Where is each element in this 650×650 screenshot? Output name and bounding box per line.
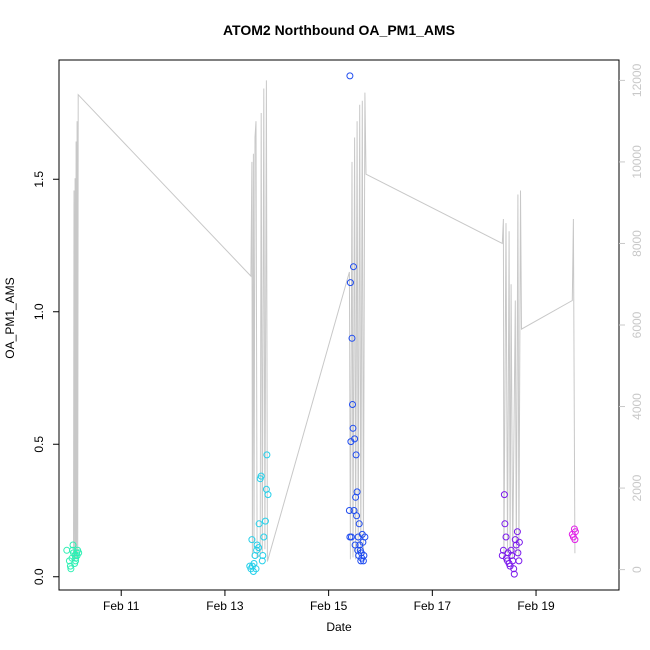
scatter-point: [257, 472, 265, 480]
scatter-point: [261, 517, 269, 525]
y2-tick-label: 4000: [630, 393, 644, 420]
scatter-point: [349, 401, 356, 408]
scatter-point: [258, 557, 266, 565]
scatter-point: [69, 541, 77, 549]
x-tick-label: Feb 19: [517, 599, 555, 613]
scatter-point: [263, 451, 271, 459]
scatter-point: [75, 549, 83, 557]
scatter-point: [515, 538, 523, 546]
scatter-point: [260, 533, 268, 541]
scatter-point: [259, 552, 267, 559]
scatter-point: [360, 552, 368, 559]
scatter-point: [507, 546, 515, 554]
scatter-point: [510, 565, 518, 573]
y2-tick-label: 2000: [630, 474, 644, 501]
scatter-point: [63, 546, 71, 554]
plot-frame: [58, 59, 620, 591]
y-tick-label: 1.0: [32, 303, 46, 320]
chart-title: ATOM2 Northbound OA_PM1_AMS: [223, 22, 455, 38]
scatter-point: [353, 488, 361, 496]
scatter-point: [345, 507, 353, 514]
scatter-point: [252, 565, 260, 573]
scatter-point: [346, 279, 354, 287]
y2-tick-label: 6000: [630, 311, 644, 338]
x-tick-label: Feb 13: [206, 599, 244, 613]
y2-tick-label: 0: [630, 566, 644, 573]
plot-layer: Feb 11 Feb 13 Feb 15 Feb 17 Feb 19 0.0 0.5 1.0 1…: [32, 59, 644, 613]
scatter-point: [349, 424, 357, 432]
x-axis-label: Date: [326, 620, 352, 634]
scatter-point: [346, 72, 354, 80]
y-tick-label: 1.5: [32, 171, 46, 188]
scatter-point: [510, 570, 518, 578]
scatter-point: [67, 565, 75, 573]
x-tick-label: Feb 17: [414, 599, 452, 613]
scatter-point: [502, 533, 510, 541]
scatter-point: [248, 536, 256, 544]
scatter-point: [255, 544, 263, 552]
scatter-point: [350, 263, 357, 271]
scatter-point: [571, 536, 579, 544]
scatter-point: [348, 334, 356, 342]
scatter-point: [351, 435, 359, 443]
x-tick-label: Feb 15: [310, 599, 348, 613]
scatter-point: [352, 451, 360, 459]
y-tick-label: 0.0: [32, 568, 46, 585]
scatter-point: [347, 533, 355, 541]
scatter-point: [514, 549, 522, 557]
scatter-point: [571, 528, 579, 536]
x-tick-label: Feb 11: [103, 599, 140, 613]
y-tick-label: 0.5: [32, 436, 46, 453]
scatter-point: [513, 528, 521, 536]
scatter-point: [500, 491, 508, 499]
scatter-point: [355, 520, 363, 528]
scatter-point: [361, 533, 369, 541]
grey-line-series: [73, 80, 576, 562]
scatter-point: [359, 557, 367, 565]
scatter-point: [264, 491, 272, 499]
scatter-point: [515, 557, 523, 565]
scatter-point: [255, 520, 263, 528]
y2-tick-label: 12000: [630, 63, 644, 97]
y2-tick-label: 10000: [630, 145, 644, 179]
y2-tick-label: 8000: [630, 230, 644, 257]
scatter-point: [501, 520, 509, 528]
y-axis-label: OA_PM1_AMS: [3, 277, 17, 358]
scatter-point: [353, 512, 361, 520]
